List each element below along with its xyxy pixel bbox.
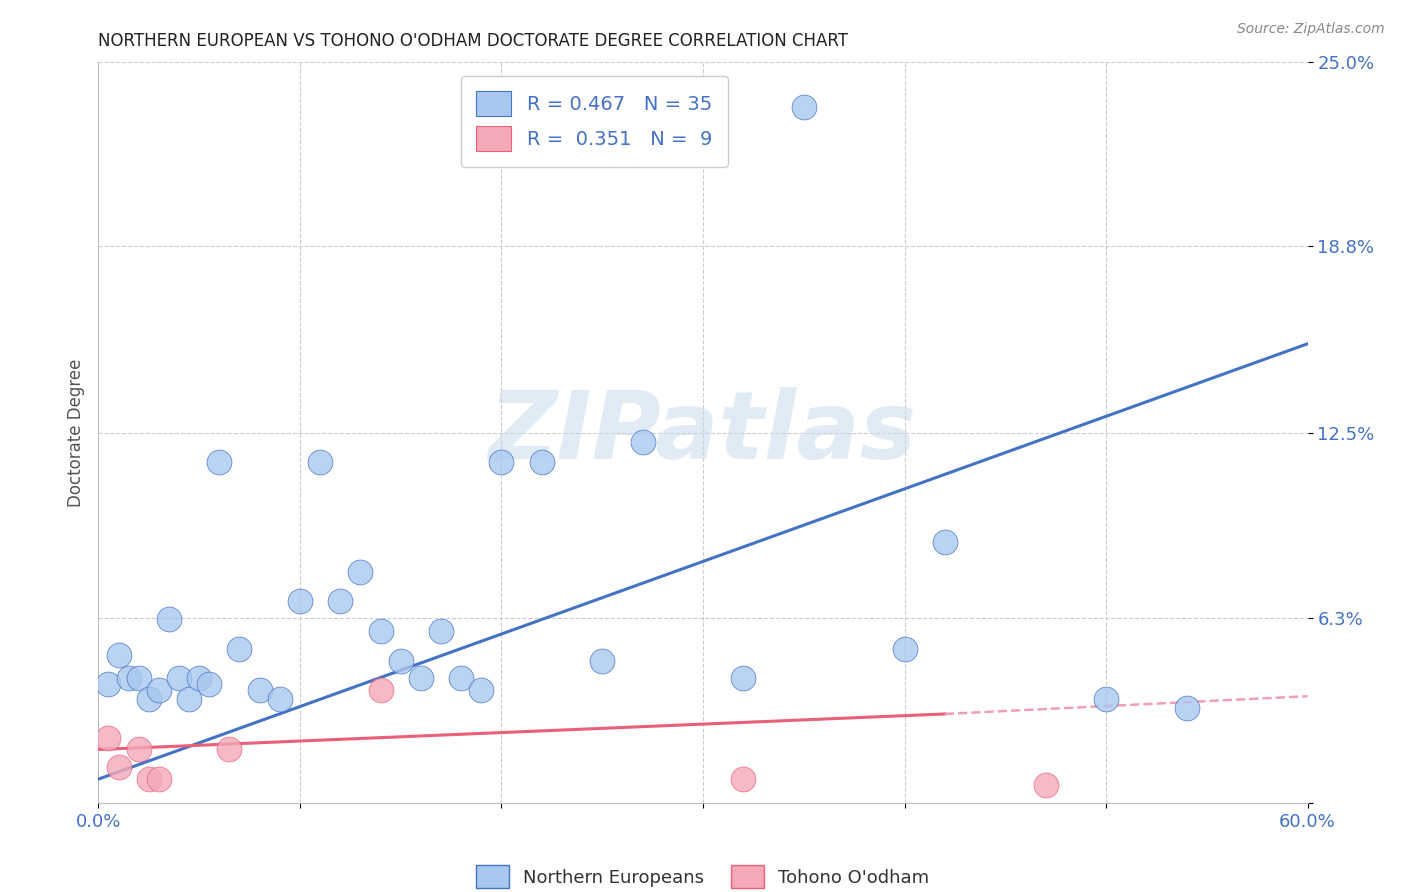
Point — [148, 772, 170, 786]
Point — [934, 535, 956, 549]
Point — [1175, 701, 1198, 715]
Point — [733, 772, 755, 786]
Point — [389, 654, 412, 668]
Point — [138, 692, 160, 706]
Point — [128, 672, 150, 686]
Point — [631, 434, 654, 449]
Point — [218, 742, 240, 756]
Point — [349, 565, 371, 579]
Point — [148, 683, 170, 698]
Point — [893, 641, 915, 656]
Point — [188, 672, 211, 686]
Point — [370, 624, 392, 638]
Point — [138, 772, 160, 786]
Point — [249, 683, 271, 698]
Point — [530, 455, 553, 469]
Point — [288, 594, 311, 608]
Point — [591, 654, 613, 668]
Text: ZIPatlas: ZIPatlas — [489, 386, 917, 479]
Point — [118, 672, 141, 686]
Text: Source: ZipAtlas.com: Source: ZipAtlas.com — [1237, 22, 1385, 37]
Legend: Northern Europeans, Tohono O'odham: Northern Europeans, Tohono O'odham — [467, 856, 939, 892]
Y-axis label: Doctorate Degree: Doctorate Degree — [66, 359, 84, 507]
Point — [157, 612, 180, 626]
Point — [228, 641, 250, 656]
Point — [309, 455, 332, 469]
Point — [491, 455, 513, 469]
Point — [97, 677, 120, 691]
Point — [269, 692, 291, 706]
Point — [1035, 778, 1057, 792]
Point — [1095, 692, 1118, 706]
Point — [128, 742, 150, 756]
Point — [733, 672, 755, 686]
Point — [198, 677, 221, 691]
Point — [97, 731, 120, 745]
Point — [793, 100, 815, 114]
Point — [208, 455, 231, 469]
Point — [370, 683, 392, 698]
Text: NORTHERN EUROPEAN VS TOHONO O'ODHAM DOCTORATE DEGREE CORRELATION CHART: NORTHERN EUROPEAN VS TOHONO O'ODHAM DOCT… — [98, 32, 848, 50]
Point — [107, 760, 129, 774]
Point — [107, 648, 129, 662]
Point — [430, 624, 453, 638]
Point — [329, 594, 352, 608]
Point — [470, 683, 492, 698]
Point — [179, 692, 201, 706]
Point — [450, 672, 472, 686]
Point — [409, 672, 432, 686]
Point — [167, 672, 190, 686]
